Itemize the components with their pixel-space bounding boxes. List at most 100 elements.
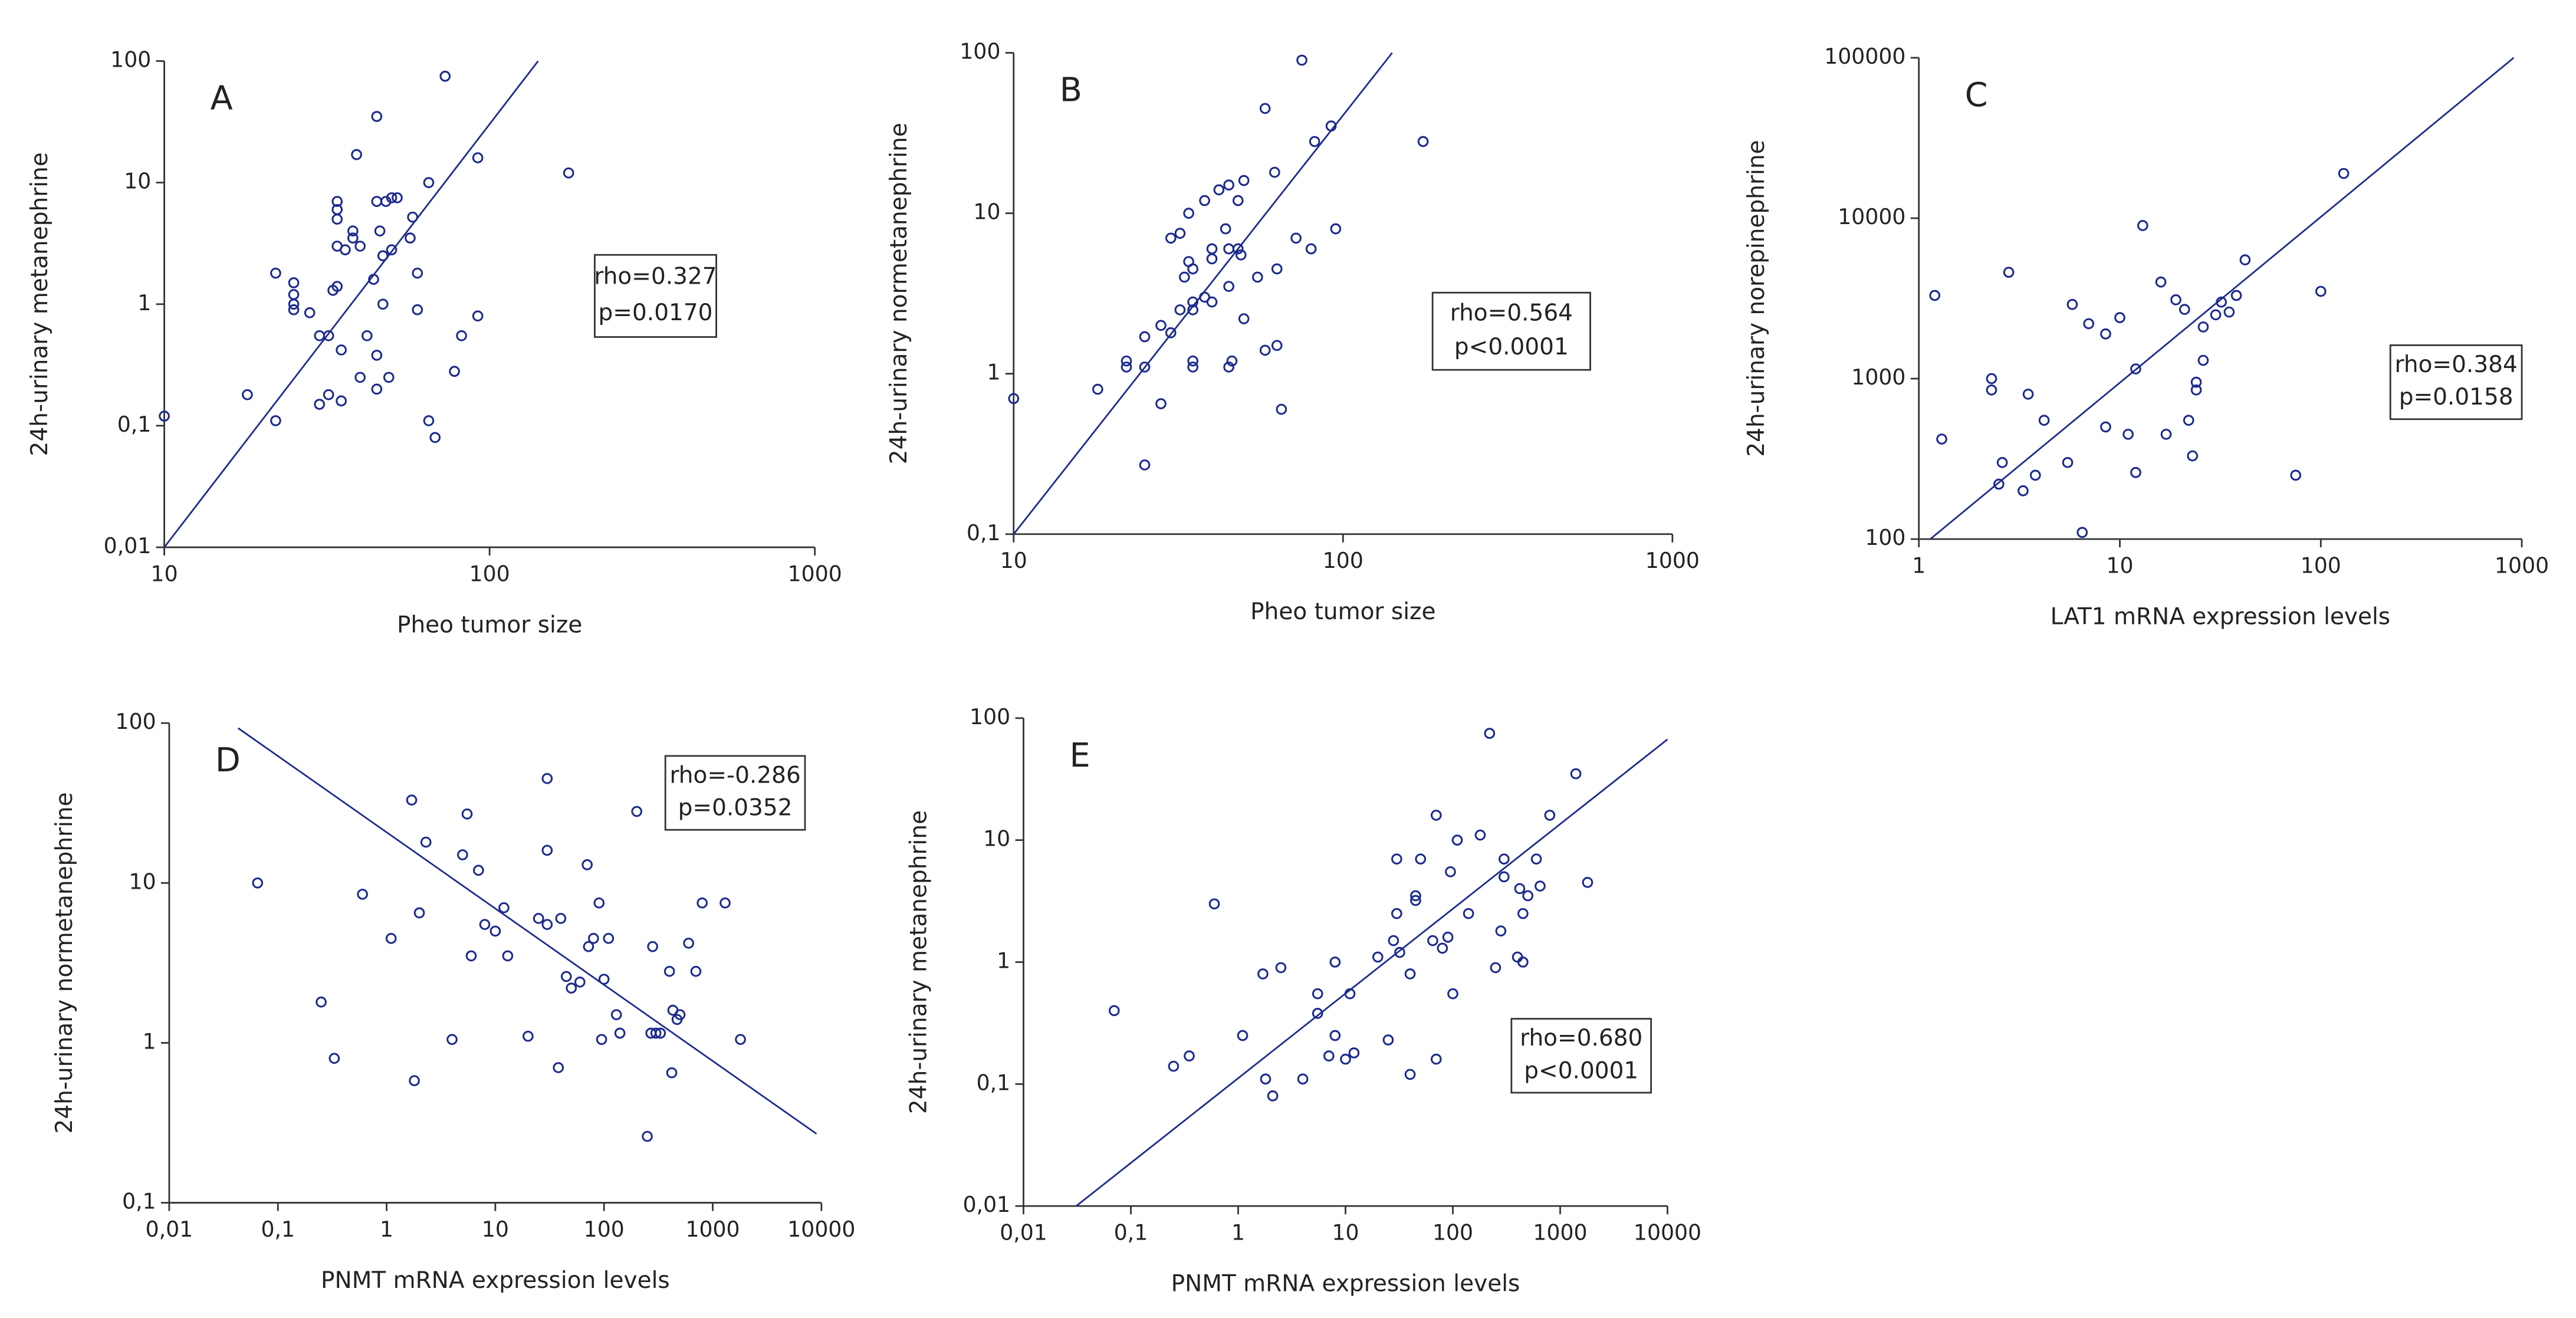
fit-line	[1076, 738, 1668, 1207]
annotation-box	[2389, 344, 2523, 420]
point	[2130, 466, 2141, 478]
point	[456, 330, 467, 341]
point	[1220, 223, 1231, 235]
point	[1427, 935, 1438, 946]
point	[1139, 459, 1151, 471]
point	[1232, 243, 1244, 255]
point	[1415, 853, 1427, 865]
point	[1179, 271, 1190, 283]
x-tick-label: 1	[380, 1217, 393, 1242]
point	[2160, 429, 2172, 440]
point	[2290, 469, 2302, 481]
point	[1936, 433, 1947, 445]
panel-letter: B	[1060, 71, 1082, 110]
point	[357, 889, 369, 900]
fit-line	[163, 60, 539, 548]
point	[368, 274, 379, 285]
point	[340, 244, 351, 255]
point	[523, 1030, 534, 1042]
point	[596, 1034, 607, 1046]
x-axis-label: PNMT mRNA expression levels	[1171, 1270, 1520, 1297]
point	[347, 225, 359, 237]
point	[2179, 304, 2190, 315]
point	[1271, 340, 1283, 351]
point	[1495, 925, 1507, 936]
point	[1008, 393, 1020, 405]
point	[336, 395, 347, 407]
point	[683, 938, 694, 949]
point	[1199, 195, 1210, 206]
point	[1929, 290, 1941, 301]
x-tick-label: 1000	[2495, 553, 2549, 579]
x-tick-label: 100	[469, 561, 510, 586]
y-tick-label: 10	[973, 199, 1000, 225]
point	[412, 304, 423, 315]
point	[1530, 853, 1542, 865]
point	[288, 289, 300, 300]
point	[1165, 232, 1177, 244]
y-tick-label: 1	[997, 948, 1010, 973]
point	[1986, 373, 1997, 384]
point	[2187, 450, 2199, 462]
point	[1447, 988, 1458, 1000]
x-axis-label: LAT1 mRNA expression levels	[2051, 603, 2390, 630]
point	[1570, 768, 1582, 780]
y-tick-label: 10	[124, 169, 151, 194]
point	[1437, 942, 1448, 954]
point	[314, 330, 326, 341]
annotation-text: rho=0.327	[594, 264, 717, 290]
point	[2338, 167, 2350, 179]
point	[735, 1034, 746, 1046]
point	[1535, 880, 1546, 892]
annotation-text: p<0.0001	[1524, 1057, 1638, 1084]
point	[598, 974, 610, 985]
point	[328, 1053, 340, 1064]
point	[1187, 355, 1198, 367]
y-tick-label: 100	[116, 709, 156, 734]
point	[1108, 1005, 1120, 1017]
point	[374, 225, 386, 237]
point	[347, 232, 359, 244]
point	[323, 389, 334, 400]
point	[1329, 957, 1341, 968]
y-tick-label: 0,1	[117, 412, 152, 437]
point	[1323, 1050, 1335, 1061]
point	[553, 1062, 564, 1073]
y-tick-label: 0,1	[967, 520, 1001, 545]
y-tick-label: 100	[960, 39, 1000, 64]
y-tick-label: 0,01	[104, 533, 152, 558]
point	[1305, 243, 1317, 255]
point	[593, 897, 605, 909]
point	[650, 1027, 662, 1039]
point	[288, 277, 300, 288]
point	[314, 399, 326, 410]
point	[2122, 429, 2134, 440]
point	[696, 897, 708, 909]
point	[2076, 527, 2088, 538]
point	[1986, 384, 1997, 396]
point	[1183, 208, 1194, 219]
point	[270, 415, 281, 426]
point	[1275, 962, 1287, 974]
point	[1238, 313, 1250, 324]
point	[336, 344, 347, 356]
point	[1260, 1073, 1271, 1085]
point	[1223, 281, 1234, 292]
point	[498, 902, 510, 913]
annotation-text: rho=0.384	[2395, 351, 2518, 378]
point	[1309, 136, 1320, 147]
point	[1330, 223, 1342, 235]
point	[1463, 908, 1474, 919]
x-tick-label: 10	[2106, 553, 2133, 579]
point	[429, 432, 441, 443]
point	[1271, 263, 1283, 275]
point	[1208, 898, 1220, 910]
y-tick-label: 10000	[1838, 204, 1905, 229]
point	[288, 304, 300, 315]
y-tick-label: 1	[987, 360, 1000, 385]
point	[1388, 935, 1399, 946]
point	[2018, 485, 2029, 497]
point	[1165, 327, 1177, 338]
point	[541, 773, 553, 784]
point	[362, 330, 373, 341]
